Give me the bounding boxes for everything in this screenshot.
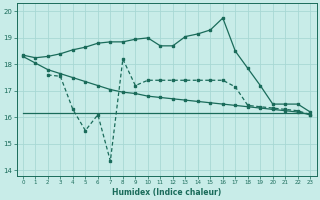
X-axis label: Humidex (Indice chaleur): Humidex (Indice chaleur) bbox=[112, 188, 221, 197]
